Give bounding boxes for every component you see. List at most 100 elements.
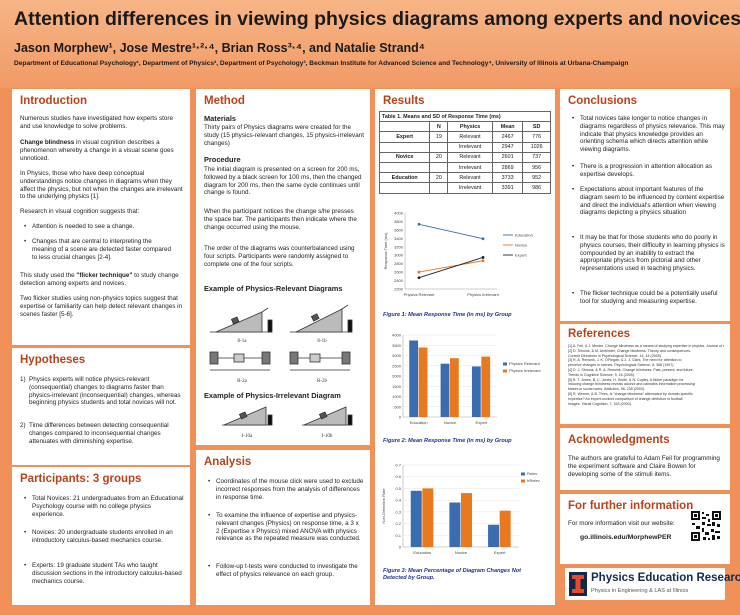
y-tick-label: 0.4 <box>395 498 401 503</box>
legend-label: Physics Irrelevant <box>509 368 541 373</box>
y-tick-label: 3000 <box>392 353 402 358</box>
bar <box>471 366 481 417</box>
relevant-label-1: 8-1a <box>238 339 248 344</box>
analysis-bullet-3: Follow-up t-tests were conducted to inve… <box>208 563 364 579</box>
intro-p3: In Physics, those who have deep conceptu… <box>20 170 183 201</box>
reference-line: [1] A. Feil, & J. Mestre. Change blindne… <box>568 344 724 348</box>
procedure-heading: Procedure <box>204 155 241 164</box>
table-cell: 2601 <box>491 151 524 163</box>
table-cell: 1026 <box>522 141 551 153</box>
irrelevant-label-2: I-10b <box>322 434 333 439</box>
intro-p5-post: to study change detection among experts … <box>20 272 179 287</box>
per-logo: Physics Education Research Physics in En… <box>565 568 740 600</box>
conclusion-bullet-4: It may be that for those students who do… <box>572 234 726 273</box>
logo-name: Physics Education Research <box>591 572 740 584</box>
x-tick-label: Novice <box>455 550 468 555</box>
figure-2-caption: Figure 2: Mean Response Time (in ms) by … <box>383 438 512 444</box>
legend-swatch <box>521 472 525 476</box>
irrelevant-label-1: I-10a <box>242 434 253 439</box>
intro-p6: Two flicker studies using non-physics to… <box>20 295 183 318</box>
y-tick-label: 0.5 <box>395 486 401 491</box>
data-point <box>481 237 485 241</box>
relevant-label-3: R-2a <box>237 379 248 384</box>
y-tick-label: 3600 <box>394 227 404 232</box>
irrelevant-diagram-image: I-10a I-10b <box>222 406 353 439</box>
table-cell <box>429 141 449 153</box>
table-cell: Novice <box>378 151 431 163</box>
x-tick-label: Physics Irrelevant <box>467 292 499 297</box>
method-title: Method <box>204 95 245 107</box>
references-panel: References [1] A. Feil, & J. Mestre. Cha… <box>560 324 730 424</box>
y-tick-label: 3000 <box>394 253 404 258</box>
legend-label: Relev <box>527 471 537 476</box>
analysis-panel: Analysis Coordinates of the mouse click … <box>196 450 370 605</box>
intro-p2: Change blindness in visual cognition des… <box>20 139 184 162</box>
y-tick-label: 2500 <box>392 363 402 368</box>
data-point <box>417 270 421 274</box>
table-cell: 776 <box>522 131 551 143</box>
y-tick-label: 4000 <box>392 333 402 338</box>
table-header-group <box>378 121 431 133</box>
x-tick-label: Expert <box>476 420 488 425</box>
reference-line: inducing change blindness reveals alcoho… <box>568 382 695 387</box>
y-tick-label: 3200 <box>394 244 404 249</box>
y-tick-label: 2200 <box>394 287 404 292</box>
table-cell <box>378 182 431 194</box>
intro-p5: This study used the "flicker technique" … <box>20 272 184 288</box>
y-axis-label: Response Time (ms) <box>383 232 388 270</box>
procedure-text-3: The order of the diagrams was counterbal… <box>204 245 355 268</box>
table-cell: 19 <box>429 131 449 143</box>
response-time-bar-chart: 4000 3500 3000 2500 2000 1500 1000 500 0 Educatio… <box>392 333 541 426</box>
reference-line: [4] D. J. Simons, & R. A. Rensink, Chang… <box>568 367 694 372</box>
conclusion-bullet-1: Total novices take longer to notice chan… <box>572 115 726 154</box>
bar <box>449 502 461 547</box>
table-cell: Relevant <box>447 172 493 184</box>
results-title: Results <box>383 95 425 107</box>
table-row: Irrelevant 2869 956 <box>378 161 551 174</box>
legend-label: Novice <box>515 243 528 248</box>
relevant-label-2: 8-1b <box>317 339 327 344</box>
further-info-title: For further information <box>568 500 694 512</box>
poster-header: Attention differences in viewing physics… <box>0 0 740 88</box>
table-cell: 737 <box>522 151 551 163</box>
qr-code-icon[interactable] <box>690 510 722 542</box>
y-tick-label: 3500 <box>392 343 402 348</box>
intro-p5-bold: "flicker technique" <box>76 272 133 279</box>
y-tick-label: 2000 <box>392 374 402 379</box>
poster-authors: Jason Morphew¹, Jose Mestre¹·²·⁴, Brian … <box>14 41 425 55</box>
intro-bullet-1: Attention is needed to see a change. <box>24 223 182 231</box>
introduction-title: Introduction <box>20 95 88 107</box>
reference-line: perceive changes in scenes. Psychologica… <box>568 363 675 368</box>
results-panel: Results Table 1. Means and SD of Respons… <box>375 89 555 605</box>
table-cell: 986 <box>522 182 551 194</box>
y-tick-label: 2400 <box>394 278 404 283</box>
further-info-panel: For further information For more informa… <box>560 494 730 564</box>
conclusion-bullet-2: There is a progression in attention allo… <box>572 163 726 179</box>
acknowledgments-panel: Acknowledgments The authors are grateful… <box>560 428 730 490</box>
table-cell: 3733 <box>491 172 524 184</box>
website-link[interactable]: go.illinois.edu/MorphewPER <box>580 534 672 541</box>
conclusions-panel: Conclusions Total novices take longer to… <box>560 89 730 321</box>
table-cell: 2869 <box>491 161 524 174</box>
y-tick-label: 0.3 <box>395 509 401 514</box>
hypothesis-1-text: Physics experts will notice physics-rele… <box>29 376 181 407</box>
table-cell: Irrelevant <box>447 161 493 174</box>
legend-swatch <box>503 362 507 366</box>
y-tick-label: 1500 <box>392 384 402 389</box>
further-info-text: For more information visit our website: <box>568 520 675 527</box>
table-cell: Irrelevant <box>447 182 493 194</box>
results-table: Table 1. Means and SD of Response Time (… <box>378 110 551 194</box>
series-line <box>418 223 484 240</box>
table-header-mean: Mean <box>491 121 524 133</box>
legend-label: Expert <box>515 253 527 258</box>
participants-title: Participants: 3 groups <box>20 473 142 485</box>
table-cell <box>378 141 431 153</box>
analysis-title: Analysis <box>204 456 252 468</box>
table-cell: Expert <box>378 131 431 143</box>
legend-label: IrRelev <box>527 478 540 483</box>
acknowledgments-title: Acknowledgments <box>568 434 670 446</box>
series-line <box>418 257 484 279</box>
response-time-line-chart: 4000 3800 3600 3400 3200 3000 2800 2600 2400 2200… <box>383 211 533 298</box>
table-cell: 2947 <box>491 141 524 153</box>
y-tick-label: 2800 <box>394 261 404 266</box>
